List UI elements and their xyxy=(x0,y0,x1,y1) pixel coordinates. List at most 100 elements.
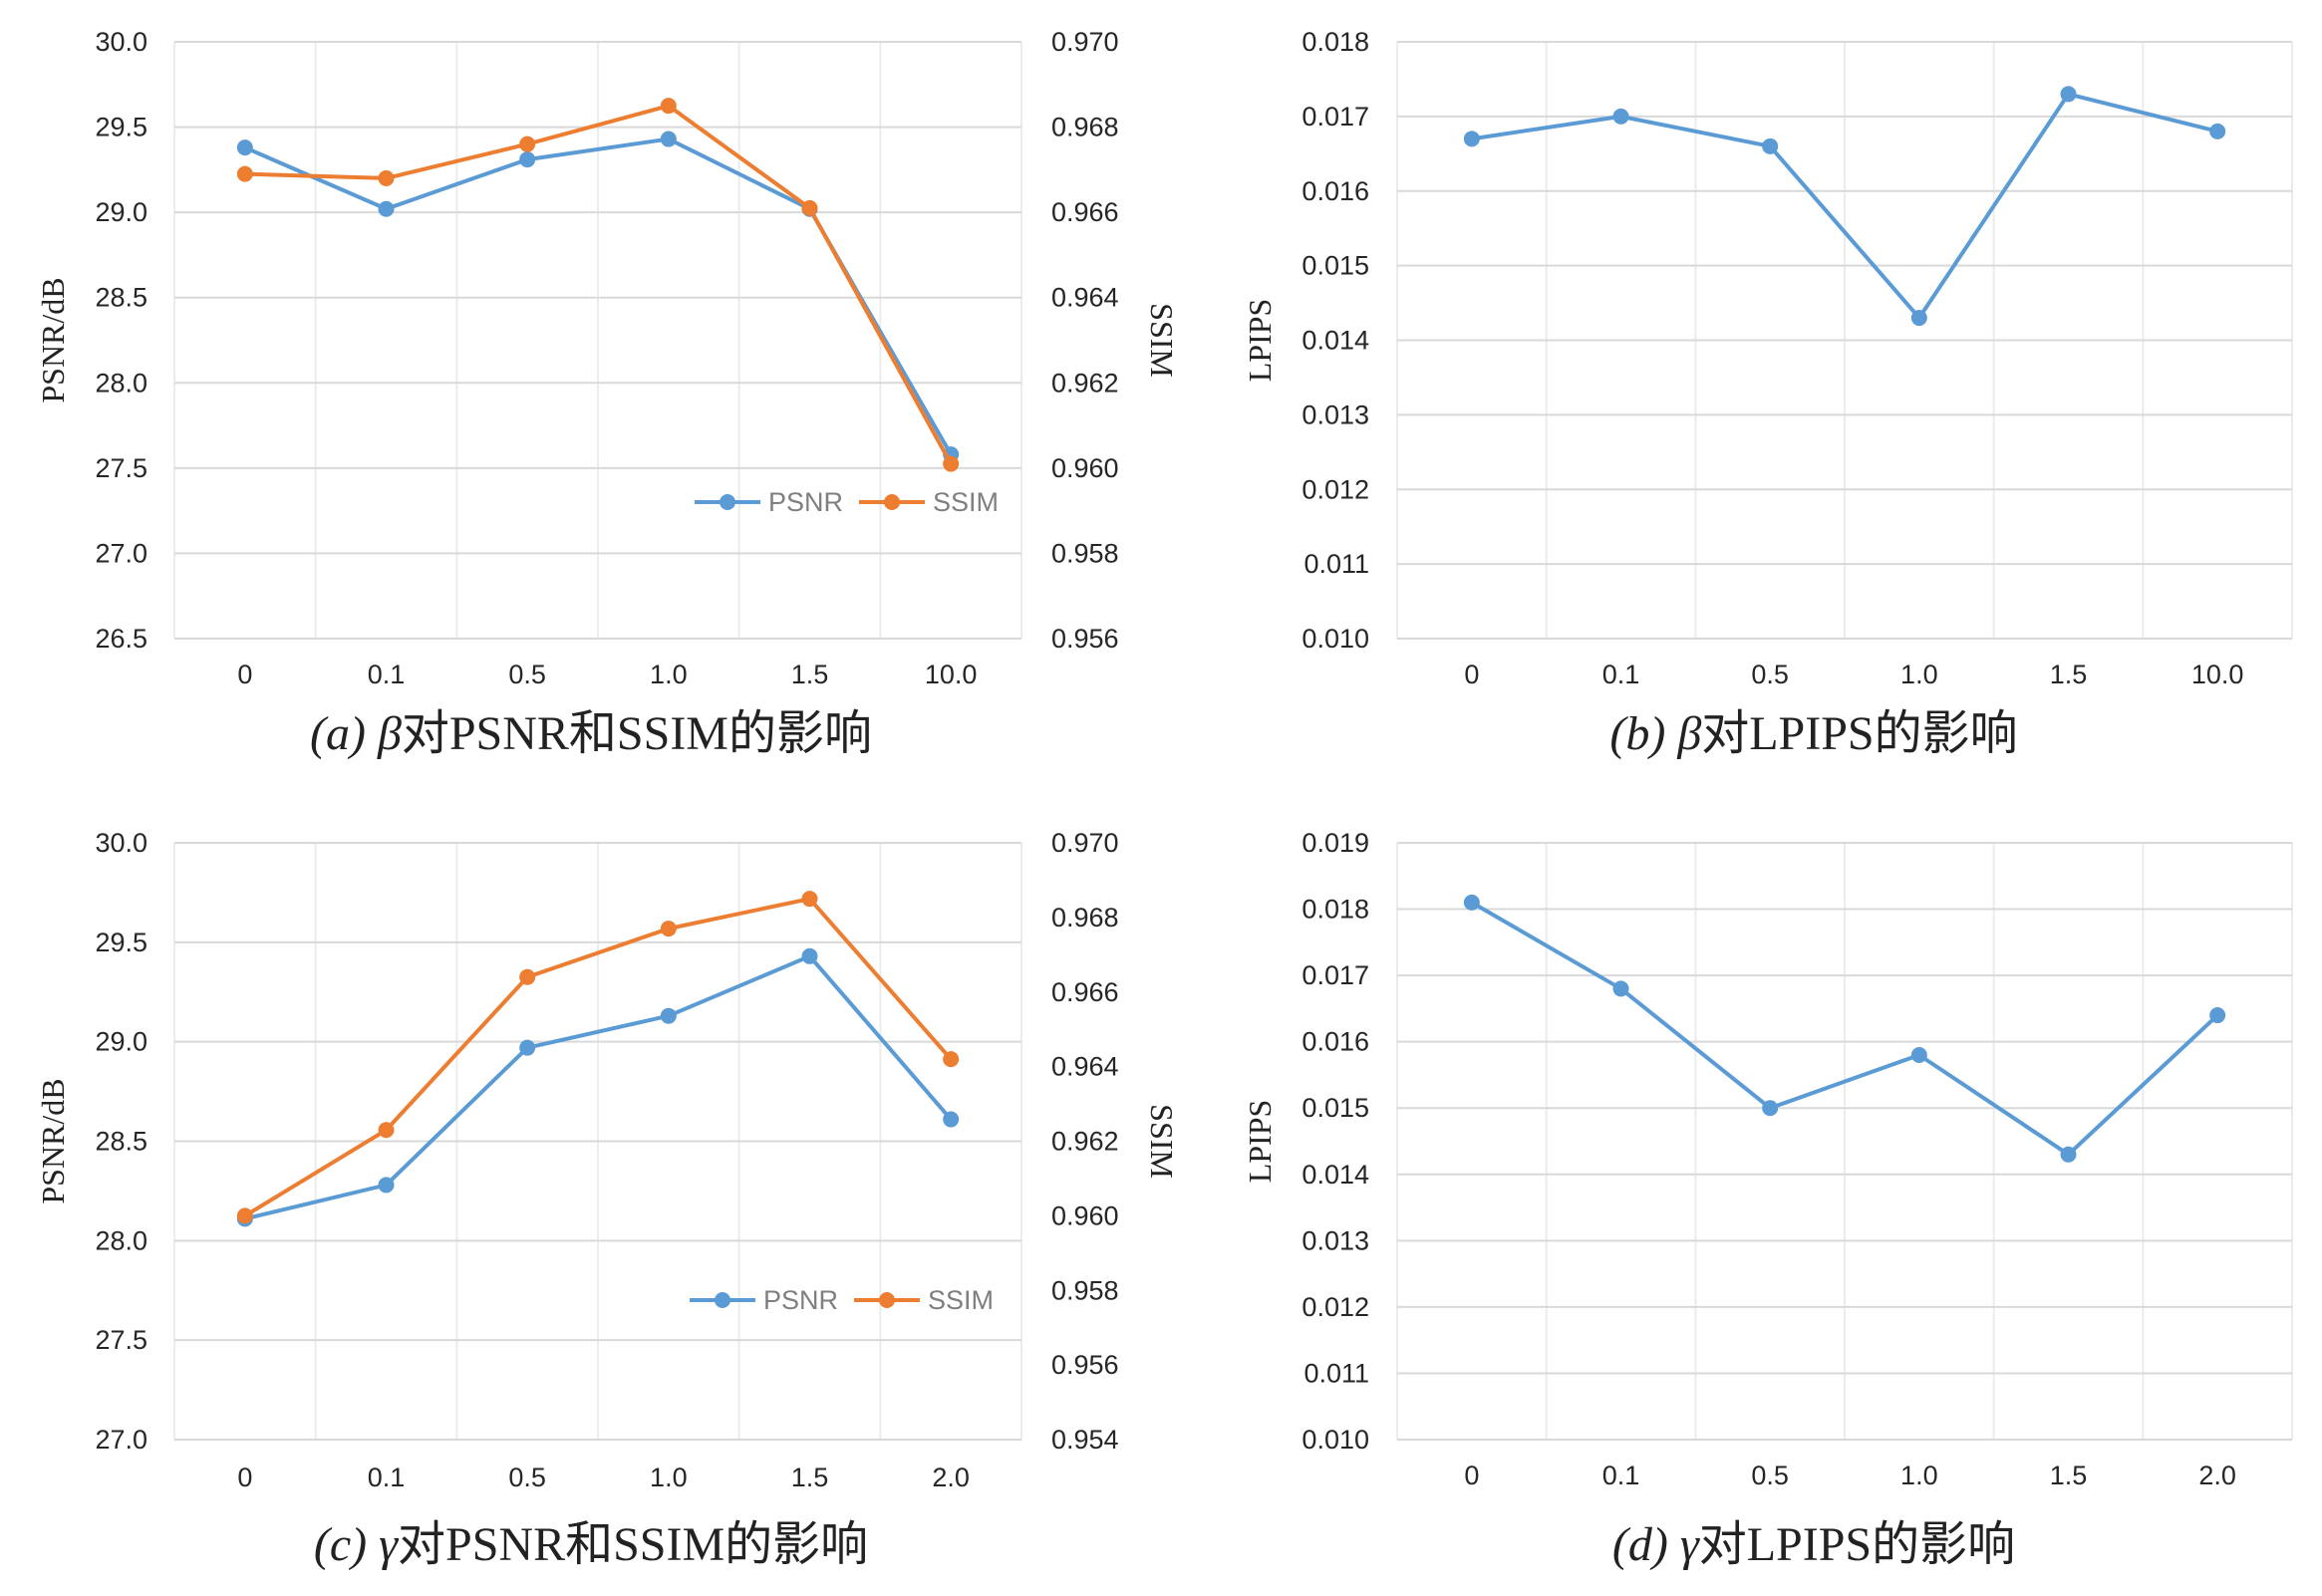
x-tick-label: 1.5 xyxy=(2050,660,2088,689)
y-tick-label: 0.010 xyxy=(1302,624,1369,654)
chart-caption: (d) γ对LPIPS的影响 xyxy=(1612,1518,2015,1571)
x-tick-label: 1.0 xyxy=(1900,660,1938,689)
data-point xyxy=(2060,1146,2077,1163)
data-point xyxy=(943,455,960,472)
y-tick-label: 27.0 xyxy=(95,538,147,568)
x-tick-label: 1.0 xyxy=(650,660,688,689)
x-tick-label: 0 xyxy=(237,660,252,689)
data-point xyxy=(2209,1007,2226,1024)
y-axis-title: PSNR/dB xyxy=(35,277,71,402)
y-tick-label: 0.011 xyxy=(1304,1358,1369,1388)
data-point xyxy=(236,165,253,182)
series-line-ssim xyxy=(243,897,953,1218)
y2-tick-label: 0.964 xyxy=(1051,283,1119,313)
y2-tick-label: 0.958 xyxy=(1051,1275,1119,1305)
y-tick-label: 0.013 xyxy=(1302,1225,1369,1255)
legend-marker xyxy=(715,1292,730,1308)
x-tick-label: 0 xyxy=(1464,1461,1479,1490)
y-tick-label: 0.015 xyxy=(1302,251,1369,281)
y-tick-label: 0.014 xyxy=(1302,326,1369,356)
y-tick-label: 30.0 xyxy=(95,828,147,858)
y-tick-label: 0.018 xyxy=(1302,895,1369,925)
data-point xyxy=(943,1111,960,1128)
series-line-psnr xyxy=(244,953,953,1221)
y2-tick-label: 0.964 xyxy=(1051,1052,1119,1082)
data-point xyxy=(1910,1046,1927,1063)
legend-marker xyxy=(720,494,735,510)
legend-marker xyxy=(884,494,900,510)
y-tick-label: 28.0 xyxy=(95,1225,147,1255)
y2-tick-label: 0.968 xyxy=(1051,903,1119,932)
data-point xyxy=(801,891,818,908)
y-axis-title: LPIPS xyxy=(1242,1100,1278,1184)
data-point xyxy=(378,1122,395,1139)
y2-tick-label: 0.962 xyxy=(1051,1127,1119,1157)
y-tick-label: 29.5 xyxy=(95,113,147,142)
y2-tick-label: 0.966 xyxy=(1051,197,1119,227)
data-point xyxy=(378,1177,395,1194)
x-tick-label: 1.5 xyxy=(791,660,829,689)
legend: PSNR SSIM xyxy=(690,1285,994,1315)
x-tick-label: 10.0 xyxy=(925,660,978,689)
data-point xyxy=(801,199,818,216)
y-tick-label: 0.011 xyxy=(1304,549,1369,579)
chart-a: 30.0 29.5 29.0 28.5 28.0 27.5 27.0 26.5 0.970 0.9… xyxy=(35,27,1180,760)
chart-caption: (c) γ对PSNR和SSIM的影响 xyxy=(314,1518,868,1571)
data-point xyxy=(1612,980,1629,997)
y-tick-label: 27.5 xyxy=(95,1325,147,1355)
x-tick-label: 0.1 xyxy=(1602,1461,1640,1490)
y-tick-label: 0.015 xyxy=(1302,1093,1369,1123)
data-point xyxy=(660,1007,677,1024)
data-point xyxy=(378,200,395,217)
data-point xyxy=(1463,131,1480,147)
data-point xyxy=(660,98,677,115)
data-point xyxy=(660,131,677,147)
series-line-lpips xyxy=(1471,92,2218,321)
data-point xyxy=(1910,310,1927,327)
y-tick-label: 29.5 xyxy=(95,928,147,957)
legend-label: PSNR xyxy=(768,487,843,517)
y-tick-label: 0.016 xyxy=(1302,176,1369,206)
x-tick-label: 2.0 xyxy=(932,1463,970,1492)
y-tick-label: 29.0 xyxy=(95,1027,147,1057)
y2-tick-label: 0.960 xyxy=(1051,453,1119,483)
series-line-lpips xyxy=(1470,901,2219,1157)
y-tick-label: 30.0 xyxy=(95,27,147,57)
y-tick-label: 27.5 xyxy=(95,453,147,483)
y-tick-label: 0.010 xyxy=(1302,1425,1369,1455)
data-point xyxy=(1762,137,1779,154)
data-point xyxy=(519,135,536,152)
data-point xyxy=(519,968,536,985)
y-tick-label: 0.019 xyxy=(1302,828,1369,858)
y-axis-title: LPIPS xyxy=(1242,299,1278,383)
y-tick-label: 0.012 xyxy=(1302,1292,1369,1322)
y-tick-label: 0.018 xyxy=(1302,27,1369,57)
y-tick-label: 0.017 xyxy=(1302,960,1369,990)
data-point xyxy=(1762,1100,1779,1117)
y2-tick-label: 0.954 xyxy=(1051,1425,1119,1455)
y-tick-label: 0.017 xyxy=(1302,102,1369,132)
y-tick-label: 0.012 xyxy=(1302,474,1369,504)
y2-tick-label: 0.960 xyxy=(1051,1200,1119,1230)
x-tick-label: 0.5 xyxy=(508,1463,546,1492)
y2-tick-label: 0.970 xyxy=(1051,828,1119,858)
x-tick-label: 0.5 xyxy=(1751,660,1789,689)
chart-b: 0.018 0.017 0.016 0.015 0.014 0.013 0.012 0.011… xyxy=(1242,27,2293,760)
x-tick-label: 0 xyxy=(237,1463,252,1492)
x-tick-label: 2.0 xyxy=(2198,1461,2236,1490)
y2-tick-label: 0.956 xyxy=(1051,624,1119,654)
x-tick-label: 0.1 xyxy=(1602,660,1640,689)
data-point xyxy=(236,139,253,156)
x-tick-label: 0 xyxy=(1464,660,1479,689)
y-tick-label: 28.0 xyxy=(95,368,147,398)
y-tick-label: 27.0 xyxy=(95,1425,147,1455)
legend-label: SSIM xyxy=(933,487,999,517)
y-axis-title: PSNR/dB xyxy=(35,1078,71,1203)
y2-tick-label: 0.962 xyxy=(1051,368,1119,398)
x-tick-label: 0.1 xyxy=(368,660,406,689)
data-point xyxy=(2060,86,2077,103)
y2-axis-title: SSIM xyxy=(1144,1104,1180,1179)
legend-marker xyxy=(879,1292,895,1308)
y-tick-label: 0.016 xyxy=(1302,1027,1369,1057)
